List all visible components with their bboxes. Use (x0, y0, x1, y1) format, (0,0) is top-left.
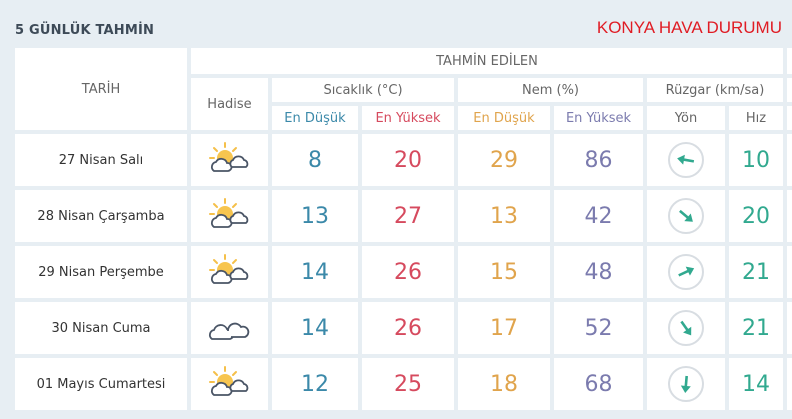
header-humidity: Nem (%) (458, 78, 643, 102)
wind-direction-dial (668, 142, 704, 178)
wind-speed: 21 (729, 246, 783, 298)
date-cell: 28 Nisan Çarşamba (15, 190, 187, 242)
humidity-min: 18 (458, 358, 550, 410)
temp-max: 20 (362, 134, 454, 186)
cut-cell (787, 190, 792, 242)
wind-arrow-icon (678, 266, 695, 277)
wind-direction (647, 134, 725, 186)
header-hum-min: En Düşük (458, 106, 550, 130)
header-temp-max: En Yüksek (362, 106, 454, 130)
wind-direction (647, 190, 725, 242)
header-cut (787, 106, 792, 130)
wind-arrow-icon (679, 209, 693, 222)
partly-cloudy-icon (208, 253, 252, 291)
date-cell: 30 Nisan Cuma (15, 302, 187, 354)
wind-direction-dial (668, 366, 704, 402)
wind-speed: 21 (729, 302, 783, 354)
cut-cell (787, 246, 792, 298)
humidity-max: 86 (554, 134, 643, 186)
humidity-min: 29 (458, 134, 550, 186)
wind-direction (647, 358, 725, 410)
header-forecast: TAHMİN EDİLEN (191, 48, 783, 74)
temp-max: 27 (362, 190, 454, 242)
humidity-max: 52 (554, 302, 643, 354)
humidity-min: 15 (458, 246, 550, 298)
wind-direction-dial (668, 254, 704, 290)
temp-min: 14 (272, 246, 358, 298)
humidity-max: 42 (554, 190, 643, 242)
weather-cell (191, 246, 268, 298)
city-title: KONYA HAVA DURUMU (596, 18, 782, 37)
cloudy-icon (208, 309, 252, 347)
temp-max: 26 (362, 246, 454, 298)
humidity-min: 17 (458, 302, 550, 354)
cut-cell (787, 302, 792, 354)
forecast-table: TARİH TAHMİN EDİLEN Hadise Sıcaklık (°C)… (15, 48, 792, 410)
header-hum-max: En Yüksek (554, 106, 643, 130)
weather-cell (191, 134, 268, 186)
temp-min: 14 (272, 302, 358, 354)
section-title: 5 GÜNLÜK TAHMİN (15, 23, 155, 38)
wind-speed: 20 (729, 190, 783, 242)
wind-direction-dial (668, 310, 704, 346)
wind-direction-dial (668, 198, 704, 234)
wind-arrow-icon (677, 154, 695, 165)
partly-cloudy-icon (208, 141, 252, 179)
header-wind-dir: Yön (647, 106, 725, 130)
partly-cloudy-icon (208, 197, 252, 235)
date-cell: 01 Mayıs Cumartesi (15, 358, 187, 410)
wind-speed: 14 (729, 358, 783, 410)
header-temp-min: En Düşük (272, 106, 358, 130)
date-cell: 29 Nisan Perşembe (15, 246, 187, 298)
temp-max: 26 (362, 302, 454, 354)
header-cut (787, 48, 792, 74)
wind-speed: 10 (729, 134, 783, 186)
wind-direction (647, 246, 725, 298)
wind-direction (647, 302, 725, 354)
header-temp: Sıcaklık (°C) (272, 78, 454, 102)
weather-cell (191, 358, 268, 410)
temp-min: 8 (272, 134, 358, 186)
partly-cloudy-icon (208, 365, 252, 403)
temp-max: 25 (362, 358, 454, 410)
temp-min: 13 (272, 190, 358, 242)
cut-cell (787, 358, 792, 410)
header-wind-speed: Hız (729, 106, 783, 130)
weather-cell (191, 302, 268, 354)
humidity-max: 68 (554, 358, 643, 410)
header-cut (787, 78, 792, 102)
header-wind: Rüzgar (km/sa) (647, 78, 783, 102)
header-date: TARİH (15, 48, 187, 130)
humidity-min: 13 (458, 190, 550, 242)
wind-arrow-icon (680, 375, 691, 393)
temp-min: 12 (272, 358, 358, 410)
date-cell: 27 Nisan Salı (15, 134, 187, 186)
cut-cell (787, 134, 792, 186)
weather-cell (191, 190, 268, 242)
humidity-max: 48 (554, 246, 643, 298)
wind-arrow-icon (680, 320, 692, 336)
header-event: Hadise (191, 78, 268, 130)
